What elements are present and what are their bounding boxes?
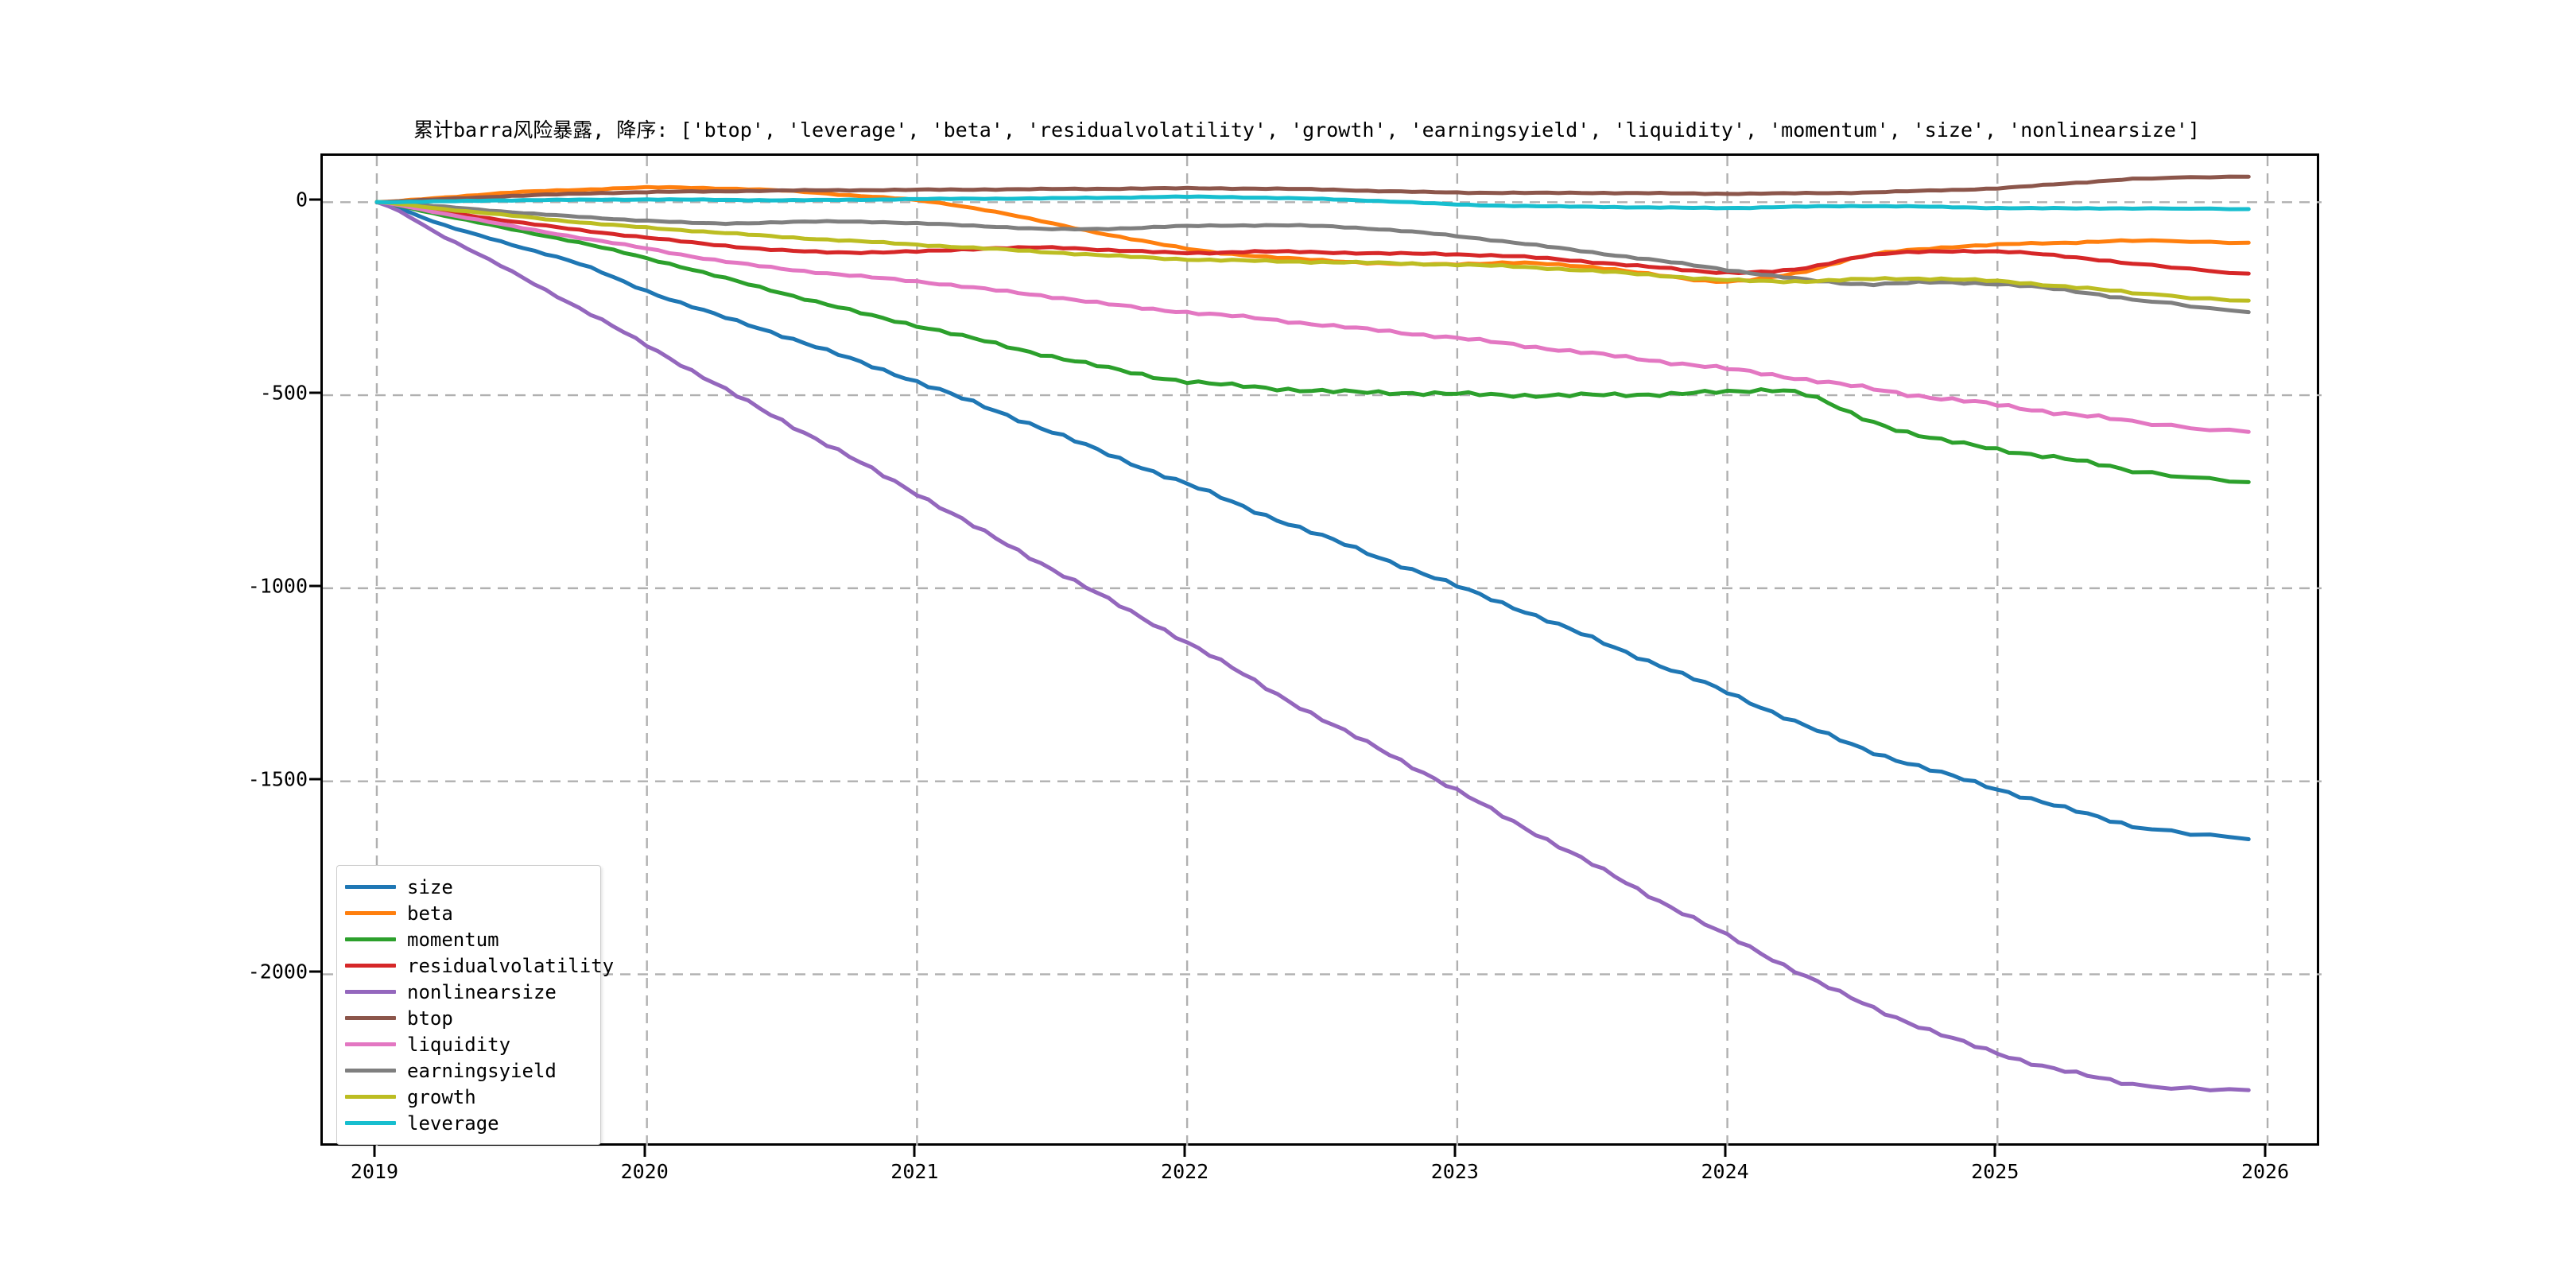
legend-item-liquidity[interactable]: liquidity — [345, 1031, 591, 1057]
y-tick-mark — [309, 970, 320, 973]
series-line-btop — [374, 174, 2251, 205]
x-tick-label: 2022 — [1161, 1160, 1209, 1183]
series-line-size — [374, 200, 2251, 842]
series-line-leverage — [374, 194, 2251, 211]
x-tick-mark — [1183, 1146, 1186, 1157]
y-tick-label: -2000 — [247, 960, 308, 983]
y-tick-label: 0 — [295, 188, 308, 211]
legend-swatch-earningsyield — [345, 1069, 396, 1073]
legend-label: btop — [407, 1007, 453, 1030]
legend-item-earningsyield[interactable]: earningsyield — [345, 1057, 591, 1084]
chart-lines-svg — [323, 156, 2322, 1148]
legend-label: leverage — [407, 1111, 499, 1135]
series-line-momentum — [374, 200, 2251, 484]
legend-swatch-size — [345, 885, 396, 889]
legend-swatch-residualvolatility — [345, 964, 396, 968]
legend-item-growth[interactable]: growth — [345, 1084, 591, 1110]
y-tick-label: -500 — [259, 381, 308, 405]
legend-item-btop[interactable]: btop — [345, 1005, 591, 1031]
x-tick-mark — [2264, 1146, 2267, 1157]
legend-label: momentum — [407, 928, 499, 951]
x-tick-label: 2023 — [1430, 1160, 1479, 1183]
legend-label: earningsyield — [407, 1059, 557, 1082]
x-tick-label: 2019 — [350, 1160, 399, 1183]
legend-swatch-nonlinearsize — [345, 990, 396, 994]
plot-area — [320, 153, 2322, 1148]
series-line-liquidity — [374, 200, 2251, 434]
series-line-nonlinearsize — [374, 200, 2251, 1092]
legend-item-leverage[interactable]: leverage — [345, 1110, 591, 1136]
chart-legend[interactable]: size beta momentum residualvolatility nonlin… — [336, 865, 614, 1145]
legend-item-size[interactable]: size — [345, 874, 591, 900]
y-tick-label: -1500 — [247, 767, 308, 791]
series-lines — [374, 174, 2251, 1092]
legend-item-nonlinearsize[interactable]: nonlinearsize — [345, 979, 591, 1005]
x-tick-label: 2024 — [1701, 1160, 1749, 1183]
x-tick-mark — [1724, 1146, 1727, 1157]
x-tick-mark — [1453, 1146, 1457, 1157]
legend-label: growth — [407, 1085, 476, 1108]
legend-swatch-leverage — [345, 1121, 396, 1125]
x-tick-label: 2020 — [620, 1160, 669, 1183]
legend-swatch-liquidity — [345, 1042, 396, 1046]
chart-title: 累计barra风险暴露, 降序: ['btop', 'leverage', 'b… — [413, 118, 2200, 142]
y-tick-mark — [309, 584, 320, 588]
x-tick-label: 2025 — [1971, 1160, 2019, 1183]
x-tick-label: 2021 — [890, 1160, 939, 1183]
x-tick-mark — [643, 1146, 646, 1157]
y-tick-mark — [309, 778, 320, 781]
x-tick-mark — [373, 1146, 376, 1157]
y-tick-mark — [309, 391, 320, 394]
legend-item-momentum[interactable]: momentum — [345, 926, 591, 952]
gridlines — [323, 156, 2322, 1148]
y-tick-mark — [309, 198, 320, 201]
y-tick-label: -1000 — [247, 574, 308, 598]
legend-label: beta — [407, 902, 453, 925]
legend-swatch-momentum — [345, 937, 396, 941]
legend-label: residualvolatility — [407, 954, 615, 977]
series-line-earningsyield — [374, 200, 2251, 315]
legend-label: liquidity — [407, 1033, 511, 1056]
legend-label: nonlinearsize — [407, 980, 557, 1003]
series-line-residualvolatility — [374, 200, 2251, 276]
series-line-growth — [374, 200, 2251, 303]
x-tick-mark — [913, 1146, 916, 1157]
legend-swatch-btop — [345, 1016, 396, 1020]
legend-item-beta[interactable]: beta — [345, 900, 591, 926]
legend-item-residualvolatility[interactable]: residualvolatility — [345, 952, 614, 979]
legend-label: size — [407, 875, 453, 898]
legend-swatch-growth — [345, 1095, 396, 1099]
x-tick-mark — [1993, 1146, 1996, 1157]
x-tick-label: 2026 — [2240, 1160, 2290, 1183]
legend-swatch-beta — [345, 911, 396, 915]
